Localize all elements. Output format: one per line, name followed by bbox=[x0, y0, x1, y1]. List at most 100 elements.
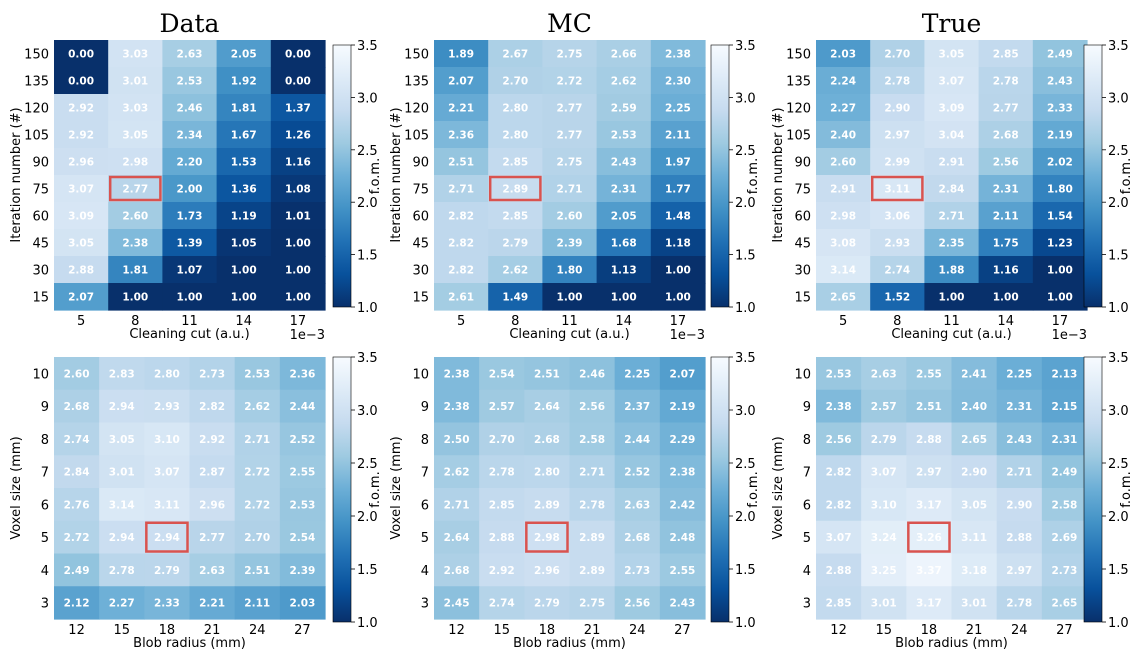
cell-value-label: 2.80 bbox=[154, 368, 180, 380]
heatmap-cell bbox=[978, 67, 1034, 95]
cell-value-label: 2.29 bbox=[669, 434, 695, 446]
cell-value-label: 2.89 bbox=[579, 532, 605, 544]
cell-value-label: 2.54 bbox=[289, 532, 315, 544]
cell-value-label: 2.15 bbox=[1051, 401, 1077, 413]
cell-value-label: 3.05 bbox=[122, 130, 148, 142]
cell-value-label: 2.38 bbox=[669, 467, 695, 479]
cell-value-label: 1.77 bbox=[665, 184, 691, 196]
cell-value-label: 2.63 bbox=[871, 368, 897, 380]
y-tick-label: 5 bbox=[41, 531, 49, 546]
cell-value-label: 2.33 bbox=[1047, 103, 1073, 115]
heatmap-cell bbox=[861, 586, 907, 620]
heatmap-cell bbox=[861, 422, 907, 456]
cell-value-label: 2.63 bbox=[177, 49, 203, 61]
heatmap-cell bbox=[951, 357, 998, 391]
cell-value-label: 2.53 bbox=[289, 499, 315, 511]
y-tick-label: 120 bbox=[404, 102, 429, 117]
heatmap-cell bbox=[99, 357, 145, 391]
cell-value-label: 1.00 bbox=[122, 292, 148, 304]
heatmap-cell bbox=[978, 148, 1034, 176]
cell-value-label: 2.38 bbox=[122, 238, 148, 250]
heatmap-cell bbox=[189, 357, 236, 391]
heatmap-cell bbox=[234, 488, 281, 522]
cell-value-label: 2.38 bbox=[665, 49, 691, 61]
colorbar-tick-label: 3.5 bbox=[735, 39, 756, 54]
heatmap-cell bbox=[870, 67, 925, 95]
heatmap-cell bbox=[816, 389, 862, 424]
cell-value-label: 2.97 bbox=[1006, 565, 1032, 577]
heatmap-cell bbox=[99, 455, 145, 489]
cell-value-label: 2.05 bbox=[231, 49, 257, 61]
heatmap-cell bbox=[924, 40, 980, 68]
heatmap-cell bbox=[614, 553, 661, 587]
heatmap-cell bbox=[659, 455, 706, 489]
colorbar-tick-label: 1.5 bbox=[1108, 249, 1129, 264]
cell-value-label: 2.90 bbox=[1006, 499, 1032, 511]
heatmap-cell bbox=[279, 422, 326, 456]
heatmap-cell bbox=[569, 553, 616, 587]
x-tick-label: 14 bbox=[235, 314, 252, 329]
heatmap-cell bbox=[906, 422, 953, 456]
cell-value-label: 1.00 bbox=[231, 292, 257, 304]
heatmap-cell bbox=[596, 202, 652, 230]
cell-value-label: 1.81 bbox=[231, 103, 257, 115]
cell-value-label: 2.05 bbox=[611, 211, 637, 223]
cell-value-label: 2.39 bbox=[557, 238, 583, 250]
heatmap-cell bbox=[434, 256, 489, 284]
heatmap-cell bbox=[108, 40, 163, 68]
cell-value-label: 2.70 bbox=[244, 532, 270, 544]
heatmap-panel-5: 2.38 2.54 2.51 2.46 2.25 2.072.38 2.57 2.64 2.56… bbox=[389, 351, 761, 649]
cell-value-label: 2.92 bbox=[68, 130, 94, 142]
cell-value-label: 1.54 bbox=[1047, 211, 1073, 223]
cell-value-label: 2.51 bbox=[534, 368, 560, 380]
cell-value-label: 1.00 bbox=[231, 265, 257, 277]
cell-value-label: 2.55 bbox=[916, 368, 942, 380]
cell-value-label: 2.42 bbox=[669, 499, 695, 511]
cell-value-label: 2.62 bbox=[444, 467, 470, 479]
heatmap-cell bbox=[816, 40, 871, 68]
cell-value-label: 2.49 bbox=[1051, 467, 1077, 479]
heatmap-cell bbox=[924, 256, 980, 284]
colorbar-tick-label: 3.5 bbox=[357, 351, 378, 366]
cell-value-label: 2.94 bbox=[109, 401, 135, 413]
y-tick-label: 10 bbox=[32, 367, 49, 382]
cell-value-label: 1.00 bbox=[285, 292, 311, 304]
cell-value-label: 2.88 bbox=[1006, 532, 1032, 544]
heatmap-cell bbox=[924, 175, 980, 203]
x-tick-label: 24 bbox=[629, 623, 646, 638]
heatmap-cell bbox=[479, 357, 525, 391]
y-tick-label: 9 bbox=[41, 400, 49, 415]
cell-value-label: 1.36 bbox=[231, 184, 257, 196]
cell-value-label: 2.98 bbox=[534, 532, 560, 544]
heatmap-cell bbox=[216, 121, 272, 149]
cell-value-label: 2.40 bbox=[830, 130, 856, 142]
heatmap-cell bbox=[270, 94, 326, 122]
cell-value-label: 2.77 bbox=[993, 103, 1019, 115]
cell-value-label: 2.55 bbox=[289, 467, 315, 479]
cell-value-label: 2.82 bbox=[199, 401, 225, 413]
cell-value-label: 3.05 bbox=[961, 499, 987, 511]
colorbar-label: f.o.m. bbox=[368, 471, 383, 507]
heatmap-cell bbox=[996, 422, 1043, 456]
cell-value-label: 2.51 bbox=[916, 401, 942, 413]
heatmap-cell bbox=[144, 586, 191, 620]
heatmap-cell bbox=[108, 283, 163, 311]
heatmap-cell bbox=[924, 229, 980, 257]
cell-value-label: 1.00 bbox=[665, 265, 691, 277]
heatmap-cell bbox=[996, 455, 1043, 489]
cell-value-label: 2.43 bbox=[611, 157, 637, 169]
x-tick-label: 8 bbox=[893, 314, 901, 329]
cell-value-label: 1.48 bbox=[665, 211, 691, 223]
heatmap-cell bbox=[650, 175, 706, 203]
heatmap-cell bbox=[951, 389, 998, 424]
heatmap-cell bbox=[996, 553, 1043, 587]
cell-value-label: 2.80 bbox=[502, 103, 528, 115]
heatmap-cell bbox=[270, 202, 326, 230]
heatmap-cell bbox=[216, 67, 272, 95]
heatmap-cell bbox=[488, 256, 543, 284]
cell-value-label: 1.37 bbox=[285, 103, 311, 115]
x-tick-label: 5 bbox=[839, 314, 847, 329]
heatmap-cell bbox=[816, 229, 871, 257]
cell-value-label: 3.11 bbox=[961, 532, 987, 544]
heatmap-cell bbox=[189, 520, 236, 555]
